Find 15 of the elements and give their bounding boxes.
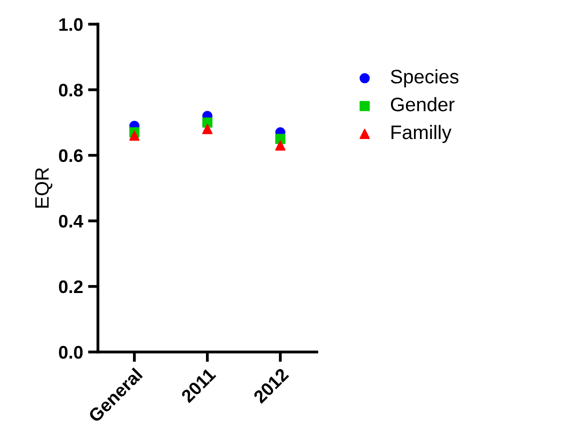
- legend-label: Familly: [392, 124, 452, 144]
- y-axis-title: EQR: [35, 168, 52, 208]
- legend-label: Gender: [390, 97, 454, 112]
- point: [129, 130, 140, 141]
- legend-label: Species: [390, 69, 458, 88]
- y-tick-label: 0.4: [58, 214, 84, 228]
- point: [275, 134, 286, 144]
- y-tick-label: 1.0: [59, 18, 83, 31]
- point: [275, 140, 286, 151]
- y-tick-label: 0.8: [58, 84, 83, 96]
- y-tick-label: 0.0: [58, 346, 83, 359]
- y-tick-label: 0.2: [58, 280, 83, 294]
- y-tick-label: 0.6: [58, 149, 83, 162]
- point: [202, 124, 212, 134]
- point: [202, 117, 212, 128]
